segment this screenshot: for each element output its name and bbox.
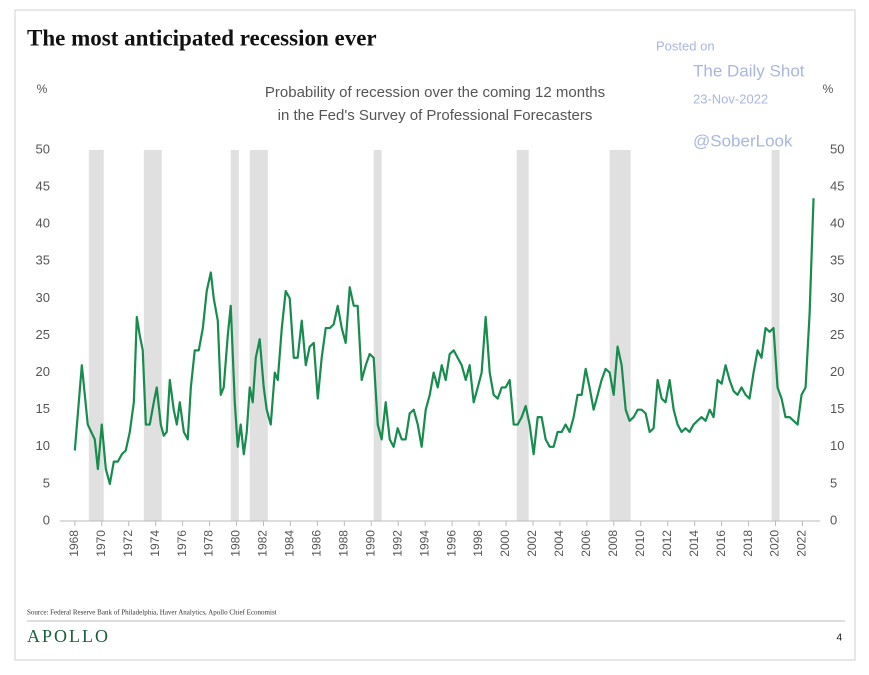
x-tick-label: 2006 (579, 530, 593, 557)
x-tick-label: 2020 (768, 530, 782, 557)
y2-axis-label: % (823, 82, 834, 96)
x-tick-label: 1976 (175, 530, 189, 557)
y-tick-label: 45 (36, 179, 50, 194)
x-tick-label: 2000 (498, 530, 512, 557)
x-tick-label: 2004 (552, 530, 566, 557)
source: Source: Federal Reserve Bank of Philadel… (27, 609, 277, 617)
watermark: 23-Nov-2022 (693, 91, 768, 106)
y2-tick-label: 15 (830, 401, 844, 416)
y2-tick-label: 25 (830, 327, 844, 342)
recession-band (230, 150, 239, 521)
x-tick-label: 2012 (660, 530, 674, 557)
y2-tick-label: 0 (830, 512, 837, 527)
x-tick-label: 1996 (444, 530, 458, 557)
x-tick-label: 1984 (283, 530, 297, 557)
recession-band (249, 150, 268, 521)
x-tick-label: 1978 (202, 530, 216, 557)
y-tick-label: 50 (36, 141, 50, 156)
recession-band (143, 150, 162, 521)
recession-band (516, 150, 529, 521)
recession-band (771, 150, 780, 521)
chart-title: The most anticipated recession ever (27, 25, 377, 50)
x-tick-label: 1988 (336, 530, 350, 557)
y-tick-label: 40 (36, 216, 50, 231)
y2-tick-label: 5 (830, 475, 837, 490)
y2-tick-label: 40 (830, 216, 844, 231)
x-tick-label: 2018 (741, 530, 755, 557)
recession-band (88, 150, 104, 521)
y-tick-label: 25 (36, 327, 50, 342)
x-tick-label: 2008 (606, 530, 620, 557)
x-tick-label: 1968 (67, 530, 81, 557)
y2-tick-label: 10 (830, 438, 844, 453)
line (73, 198, 815, 485)
subtitle: Probability of recession over the coming… (265, 84, 605, 101)
y2-tick-label: 20 (830, 364, 844, 379)
x-tick-label: 2022 (795, 530, 809, 557)
recession-band (609, 150, 631, 521)
x-tick-label: 2010 (633, 530, 647, 557)
y-tick-label: 30 (36, 290, 50, 305)
page-number: 4 (836, 633, 842, 644)
y-tick-label: 0 (43, 512, 50, 527)
x-tick-label: 1972 (121, 530, 135, 557)
y2-tick-label: 50 (830, 141, 844, 156)
y2-tick-label: 35 (830, 253, 844, 268)
x-tick-label: 1998 (471, 530, 485, 557)
x-tick-label: 1970 (94, 530, 108, 557)
x-tick-label: 1990 (363, 530, 377, 557)
y-tick-label: 35 (36, 253, 50, 268)
y-axis-label: % (37, 82, 48, 96)
y2-tick-label: 30 (830, 290, 844, 305)
subtitle: in the Fed's Survey of Professional Fore… (278, 107, 593, 124)
x-tick-label: 2002 (525, 530, 539, 557)
x-tick-label: 1994 (417, 530, 431, 557)
x-tick-label: 2014 (687, 530, 701, 557)
x-tick-label: 1980 (229, 530, 243, 557)
watermark: @SoberLook (693, 131, 793, 150)
y2-tick-label: 45 (830, 179, 844, 194)
watermark: Posted on (656, 38, 715, 53)
x-tick-label: 2016 (714, 530, 728, 557)
y-tick-label: 20 (36, 364, 50, 379)
logo: APOLLO (27, 626, 110, 646)
x-tick-label: 1992 (390, 530, 404, 557)
y-tick-label: 15 (36, 401, 50, 416)
y-tick-label: 5 (43, 475, 50, 490)
x-tick-label: 1982 (256, 530, 270, 557)
watermark: The Daily Shot (693, 61, 805, 80)
y-tick-label: 10 (36, 438, 50, 453)
x-tick-label: 1986 (310, 530, 324, 557)
recession-band (373, 150, 382, 521)
x-tick-label: 1974 (148, 530, 162, 557)
